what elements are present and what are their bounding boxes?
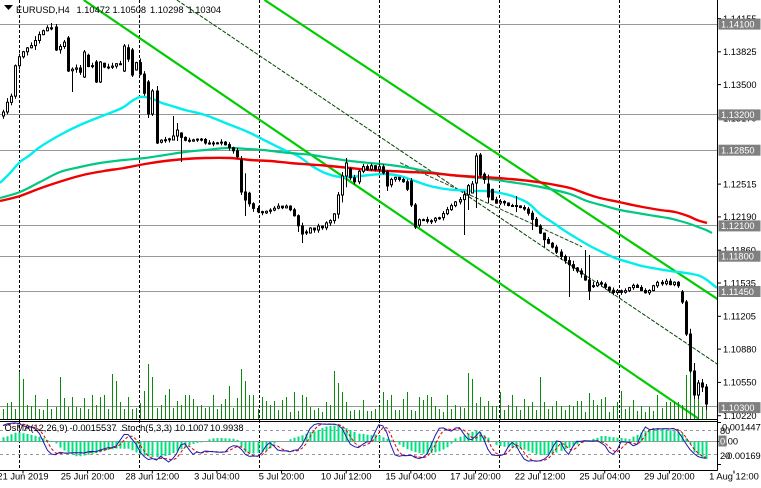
- svg-text:1.11800: 1.11800: [721, 252, 754, 262]
- svg-text:1.11535: 1.11535: [723, 278, 756, 288]
- svg-text:3 Jul 04:00: 3 Jul 04:00: [194, 472, 240, 482]
- svg-text:1.10472: 1.10472: [77, 5, 111, 15]
- svg-text:Stoch(5,3,3): Stoch(5,3,3): [122, 423, 173, 433]
- svg-text:0.00: 0.00: [720, 436, 738, 446]
- svg-text:1.13200: 1.13200: [721, 110, 755, 120]
- svg-text:1.10880: 1.10880: [723, 344, 757, 354]
- svg-text:1.11860: 1.11860: [723, 246, 756, 256]
- svg-text:-0.0015537: -0.0015537: [70, 423, 117, 433]
- svg-text:1.11450: 1.11450: [721, 287, 754, 297]
- svg-text:28 Jun 12:00: 28 Jun 12:00: [125, 472, 179, 482]
- svg-text:1.10304: 1.10304: [188, 5, 222, 15]
- svg-text:1.14100: 1.14100: [721, 19, 755, 29]
- svg-text:-0.001696: -0.001696: [724, 451, 761, 461]
- svg-text:1 Aug 12:00: 1 Aug 12:00: [709, 472, 759, 482]
- svg-text:1.11205: 1.11205: [723, 312, 756, 322]
- svg-text:29 Jul 20:00: 29 Jul 20:00: [644, 472, 695, 482]
- svg-text:EURUSD,H4: EURUSD,H4: [16, 5, 70, 15]
- svg-text:1.10550: 1.10550: [723, 378, 757, 388]
- svg-text:20: 20: [720, 451, 730, 461]
- svg-text:10.1007: 10.1007: [175, 423, 209, 433]
- svg-text:1.12850: 1.12850: [721, 146, 755, 156]
- svg-text:1.13825: 1.13825: [723, 47, 757, 57]
- svg-text:10 Jul 12:00: 10 Jul 12:00: [321, 472, 372, 482]
- svg-text:25 Jun 20:00: 25 Jun 20:00: [61, 472, 115, 482]
- svg-text:1.12515: 1.12515: [723, 179, 757, 189]
- svg-text:1.12100: 1.12100: [721, 221, 755, 231]
- svg-text:0.001447: 0.001447: [722, 422, 761, 432]
- svg-text:25 Jul 04:00: 25 Jul 04:00: [579, 472, 630, 482]
- svg-text:10.9938: 10.9938: [210, 423, 244, 433]
- svg-text:5 Jul 20:00: 5 Jul 20:00: [259, 472, 305, 482]
- svg-text:22 Jul 12:00: 22 Jul 12:00: [515, 472, 566, 482]
- svg-text:15 Jul 04:00: 15 Jul 04:00: [385, 472, 436, 482]
- svg-text:1.10508: 1.10508: [113, 5, 147, 15]
- svg-text:1.10300: 1.10300: [721, 403, 755, 413]
- svg-text:OsMA(12,26,9): OsMA(12,26,9): [5, 423, 68, 433]
- svg-text:21 Jun 2019: 21 Jun 2019: [0, 472, 49, 482]
- svg-text:1.10220: 1.10220: [723, 411, 757, 421]
- svg-text:17 Jul 20:00: 17 Jul 20:00: [450, 472, 501, 482]
- svg-text:1.10298: 1.10298: [150, 5, 184, 15]
- svg-text:1.13500: 1.13500: [723, 80, 757, 90]
- svg-text:1.12190: 1.12190: [723, 212, 757, 222]
- svg-text:80: 80: [720, 426, 730, 436]
